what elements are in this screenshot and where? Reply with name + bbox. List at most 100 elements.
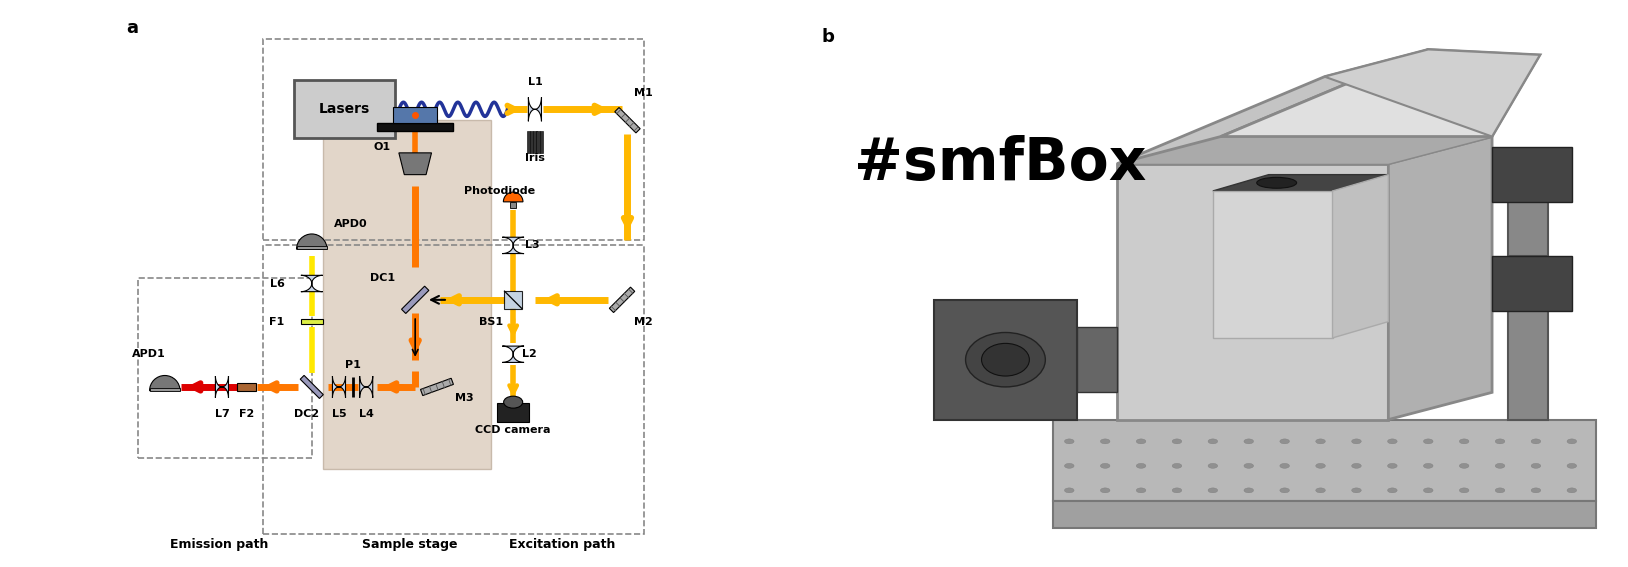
- Ellipse shape: [1351, 439, 1361, 444]
- Text: Sample stage: Sample stage: [361, 538, 457, 551]
- Ellipse shape: [1568, 439, 1576, 444]
- Ellipse shape: [1459, 463, 1468, 468]
- Ellipse shape: [1136, 463, 1146, 468]
- Text: CCD camera: CCD camera: [475, 425, 550, 435]
- Ellipse shape: [1423, 463, 1433, 468]
- Text: L3: L3: [524, 240, 539, 251]
- Ellipse shape: [1244, 439, 1254, 444]
- Bar: [527, 131, 531, 153]
- Text: L5: L5: [332, 409, 347, 419]
- Ellipse shape: [1136, 439, 1146, 444]
- Ellipse shape: [1315, 439, 1325, 444]
- Ellipse shape: [1280, 439, 1289, 444]
- Polygon shape: [934, 300, 1078, 420]
- Text: BS1: BS1: [479, 316, 503, 327]
- Text: Iris: Iris: [524, 153, 545, 163]
- Wedge shape: [150, 375, 181, 391]
- Ellipse shape: [1532, 488, 1540, 493]
- Ellipse shape: [1065, 488, 1074, 493]
- Ellipse shape: [1532, 439, 1540, 444]
- Polygon shape: [1332, 175, 1389, 338]
- Polygon shape: [360, 376, 373, 398]
- Ellipse shape: [965, 332, 1045, 387]
- Polygon shape: [609, 287, 635, 312]
- Ellipse shape: [1065, 439, 1074, 444]
- Polygon shape: [1117, 137, 1491, 164]
- Wedge shape: [503, 192, 523, 202]
- Ellipse shape: [1387, 463, 1397, 468]
- Ellipse shape: [1172, 439, 1182, 444]
- Ellipse shape: [503, 396, 523, 408]
- Text: Excitation path: Excitation path: [510, 538, 615, 551]
- Text: M3: M3: [454, 393, 474, 403]
- FancyBboxPatch shape: [293, 81, 396, 138]
- Text: L2: L2: [523, 349, 537, 359]
- Text: F1: F1: [269, 316, 285, 327]
- Text: L7: L7: [215, 409, 230, 419]
- Text: b: b: [822, 28, 835, 46]
- Polygon shape: [1508, 284, 1548, 420]
- Polygon shape: [1078, 327, 1117, 392]
- Text: F2: F2: [239, 409, 254, 419]
- Ellipse shape: [1280, 488, 1289, 493]
- Ellipse shape: [1495, 439, 1504, 444]
- Polygon shape: [1117, 49, 1428, 164]
- Bar: [534, 131, 537, 153]
- Ellipse shape: [1208, 439, 1218, 444]
- Bar: [378, 123, 453, 131]
- Polygon shape: [503, 237, 524, 253]
- Ellipse shape: [982, 344, 1029, 376]
- Bar: [262, 246, 643, 534]
- Ellipse shape: [1495, 488, 1504, 493]
- Text: P1: P1: [345, 360, 360, 370]
- Bar: [537, 131, 540, 153]
- Ellipse shape: [1315, 463, 1325, 468]
- Bar: [531, 131, 534, 153]
- Ellipse shape: [1172, 488, 1182, 493]
- Text: DC1: DC1: [370, 273, 396, 283]
- Polygon shape: [1117, 137, 1491, 164]
- Text: O1: O1: [374, 142, 391, 153]
- Polygon shape: [1491, 147, 1573, 202]
- Polygon shape: [1053, 420, 1595, 501]
- Ellipse shape: [1351, 463, 1361, 468]
- Text: a: a: [125, 19, 138, 37]
- Ellipse shape: [1315, 488, 1325, 493]
- Polygon shape: [300, 375, 324, 399]
- Text: DC2: DC2: [293, 409, 319, 419]
- Polygon shape: [402, 286, 428, 314]
- Ellipse shape: [1257, 177, 1296, 188]
- Polygon shape: [1491, 256, 1573, 311]
- Text: APD1: APD1: [132, 349, 166, 359]
- Bar: [301, 319, 322, 324]
- Ellipse shape: [1387, 439, 1397, 444]
- Bar: [394, 107, 436, 123]
- Ellipse shape: [1495, 463, 1504, 468]
- Ellipse shape: [1423, 488, 1433, 493]
- Text: L4: L4: [358, 409, 374, 419]
- Polygon shape: [1117, 164, 1389, 420]
- Bar: [497, 403, 529, 422]
- Polygon shape: [301, 276, 322, 291]
- Bar: [296, 247, 327, 249]
- Text: M1: M1: [635, 88, 653, 98]
- Ellipse shape: [1101, 439, 1110, 444]
- Text: L1: L1: [527, 77, 542, 87]
- Ellipse shape: [1172, 463, 1182, 468]
- Ellipse shape: [1351, 488, 1361, 493]
- Bar: [322, 120, 492, 468]
- Polygon shape: [420, 378, 454, 396]
- Polygon shape: [615, 108, 640, 133]
- Text: Photodiode: Photodiode: [464, 186, 536, 196]
- Polygon shape: [1325, 49, 1540, 137]
- Bar: [511, 202, 516, 209]
- Polygon shape: [1213, 191, 1332, 338]
- Wedge shape: [296, 234, 327, 249]
- Ellipse shape: [1208, 488, 1218, 493]
- Ellipse shape: [1568, 463, 1576, 468]
- Ellipse shape: [1244, 488, 1254, 493]
- Ellipse shape: [1208, 463, 1218, 468]
- Text: Emission path: Emission path: [169, 538, 269, 551]
- Bar: [505, 291, 523, 308]
- Bar: [150, 388, 181, 391]
